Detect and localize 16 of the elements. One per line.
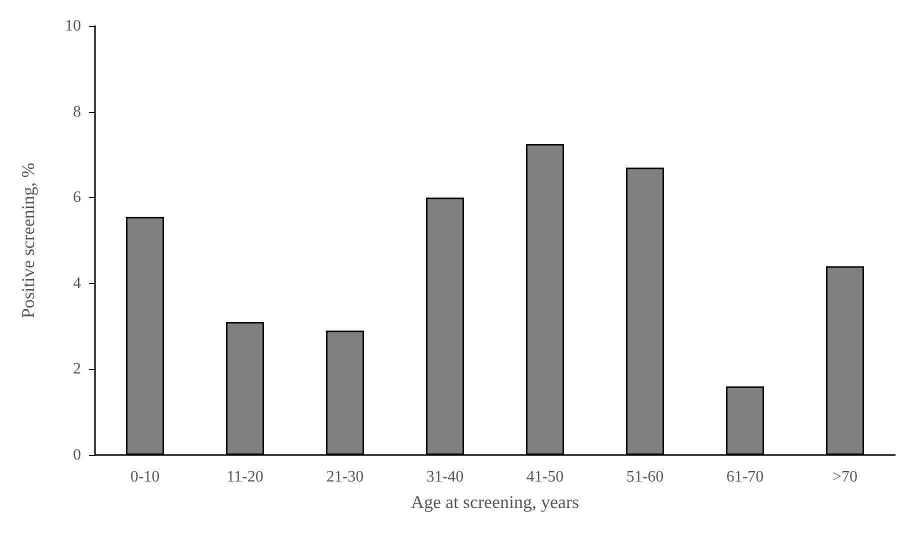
y-tick-label: 0 xyxy=(73,446,81,464)
y-tick-label: 6 xyxy=(73,189,81,206)
x-tick-label: 51-60 xyxy=(626,468,664,486)
x-tick-label: 21-30 xyxy=(326,468,364,486)
y-tick-label: 2 xyxy=(73,360,81,378)
y-tick-label: 8 xyxy=(73,103,81,120)
x-axis-title: Age at screening, years xyxy=(411,492,579,512)
x-tick-label: 0-10 xyxy=(130,468,160,486)
x-tick-label: >70 xyxy=(832,468,858,486)
x-tick-label: 31-40 xyxy=(426,468,464,486)
y-tick-label: 10 xyxy=(65,18,81,34)
y-tick-label: 4 xyxy=(73,274,81,292)
x-tick-label: 11-20 xyxy=(226,468,264,486)
x-tick-label: 41-50 xyxy=(526,468,564,486)
x-tick-label: 61-70 xyxy=(726,468,764,486)
y-axis-title: Positive screening, % xyxy=(18,162,38,318)
